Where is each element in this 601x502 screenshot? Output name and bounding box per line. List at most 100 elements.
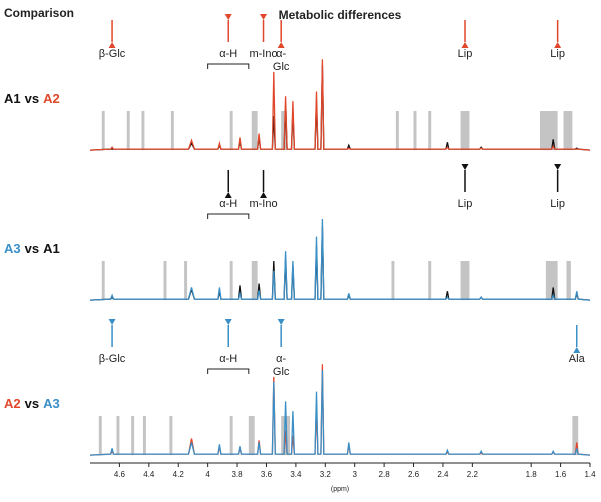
annotation-label: β-Glc bbox=[99, 353, 126, 365]
panel-label: A1 vs A2 bbox=[4, 91, 60, 106]
annotation-label: α-H bbox=[219, 353, 237, 365]
label-part: A1 bbox=[4, 91, 21, 106]
label-part: A3 bbox=[43, 396, 60, 411]
shaded-region bbox=[460, 261, 470, 301]
annotation-bracket bbox=[207, 368, 250, 374]
shaded-region bbox=[229, 416, 233, 456]
spectrum-line bbox=[89, 370, 591, 456]
x-tick-label: 2.4 bbox=[437, 470, 449, 479]
shaded-region bbox=[98, 416, 102, 456]
arrow-head bbox=[224, 192, 232, 198]
shaded-region bbox=[142, 416, 146, 456]
label-part: vs bbox=[25, 396, 39, 411]
shaded-region bbox=[563, 111, 573, 151]
annotation-label: α-H bbox=[219, 198, 237, 210]
label-part: A1 bbox=[43, 241, 60, 256]
header-left: Comparison bbox=[4, 6, 74, 20]
annotation-label: m-Ino bbox=[249, 198, 277, 210]
annotation-label: α- bbox=[276, 48, 286, 60]
x-tick-label: 3.4 bbox=[290, 470, 302, 479]
annotation-label: Glc bbox=[273, 366, 290, 378]
x-tick-label: 4.4 bbox=[143, 470, 155, 479]
annotation-label: m-Ino bbox=[249, 48, 277, 60]
annotation-label: Lip bbox=[550, 48, 565, 60]
spectrum-line bbox=[89, 65, 591, 151]
shaded-region bbox=[545, 261, 558, 301]
shaded-region bbox=[101, 111, 105, 151]
x-tick-label: 4.2 bbox=[173, 470, 185, 479]
arrow-head bbox=[277, 42, 285, 48]
shaded-region bbox=[126, 111, 130, 151]
annotation-label: Lip bbox=[550, 198, 565, 210]
x-tick-label: 4.6 bbox=[114, 470, 126, 479]
annotation-label: α- bbox=[276, 353, 286, 365]
shaded-region bbox=[540, 111, 558, 151]
x-tick-label: 2.6 bbox=[408, 470, 420, 479]
x-tick-label: 3.6 bbox=[261, 470, 273, 479]
arrow-head bbox=[554, 42, 562, 48]
shaded-region bbox=[229, 111, 233, 151]
shaded-region bbox=[395, 111, 399, 151]
annotation-bracket bbox=[207, 63, 250, 69]
x-tick-label: 1.8 bbox=[526, 470, 538, 479]
arrow-head bbox=[260, 192, 268, 198]
x-tick-label: 4 bbox=[205, 470, 210, 479]
x-tick-label: 3.2 bbox=[320, 470, 332, 479]
shaded-region bbox=[248, 416, 255, 456]
panel-label: A3 vs A1 bbox=[4, 241, 60, 256]
shaded-region bbox=[163, 261, 167, 301]
shaded-region bbox=[460, 111, 470, 151]
shaded-region bbox=[413, 111, 417, 151]
x-tick-label: 1.6 bbox=[555, 470, 567, 479]
annotation-label: Ala bbox=[569, 353, 586, 365]
annotation-label: Lip bbox=[458, 198, 473, 210]
annotation-label: β-Glc bbox=[99, 48, 126, 60]
arrow-head bbox=[277, 319, 285, 325]
label-part: A2 bbox=[43, 91, 60, 106]
spectrum-line bbox=[89, 218, 591, 301]
shaded-region bbox=[428, 111, 432, 151]
annotation-label: Lip bbox=[458, 48, 473, 60]
spectrum-line bbox=[89, 364, 591, 456]
arrow-head bbox=[573, 347, 581, 353]
x-tick-label: 1.4 bbox=[584, 470, 596, 479]
spectrum-line bbox=[89, 59, 591, 151]
arrow-head bbox=[554, 164, 562, 170]
header-center: Metabolic differences bbox=[279, 8, 402, 22]
arrow-head bbox=[224, 14, 232, 20]
shaded-region bbox=[251, 261, 258, 301]
shaded-region bbox=[170, 111, 174, 151]
annotation-label: Glc bbox=[273, 61, 290, 73]
shaded-region bbox=[566, 261, 571, 301]
shaded-region bbox=[428, 261, 432, 301]
shaded-region bbox=[251, 111, 258, 151]
shaded-region bbox=[131, 416, 135, 456]
shaded-region bbox=[229, 261, 233, 301]
x-tick-label: 2.8 bbox=[379, 470, 391, 479]
label-part: vs bbox=[25, 241, 39, 256]
label-part: vs bbox=[25, 91, 39, 106]
arrow-head bbox=[260, 14, 268, 20]
arrow-head bbox=[461, 42, 469, 48]
annotation-bracket bbox=[207, 213, 250, 219]
shaded-region bbox=[391, 261, 395, 301]
shaded-region bbox=[141, 111, 145, 151]
shaded-region bbox=[169, 416, 173, 456]
annotation-label: α-H bbox=[219, 48, 237, 60]
x-tick-label: 3 bbox=[352, 470, 357, 479]
arrow-head bbox=[108, 319, 116, 325]
arrow-head bbox=[108, 42, 116, 48]
x-tick-label: 3.8 bbox=[231, 470, 243, 479]
shaded-region bbox=[184, 261, 188, 301]
x-axis-label: (ppm) bbox=[331, 486, 349, 493]
label-part: A2 bbox=[4, 396, 21, 411]
shaded-region bbox=[101, 261, 105, 301]
shaded-region bbox=[116, 416, 120, 456]
arrow-head bbox=[224, 319, 232, 325]
panel-label: A2 vs A3 bbox=[4, 396, 60, 411]
x-tick-label: 2.2 bbox=[467, 470, 479, 479]
arrow-head bbox=[461, 164, 469, 170]
shaded-region bbox=[572, 416, 579, 456]
label-part: A3 bbox=[4, 241, 21, 256]
